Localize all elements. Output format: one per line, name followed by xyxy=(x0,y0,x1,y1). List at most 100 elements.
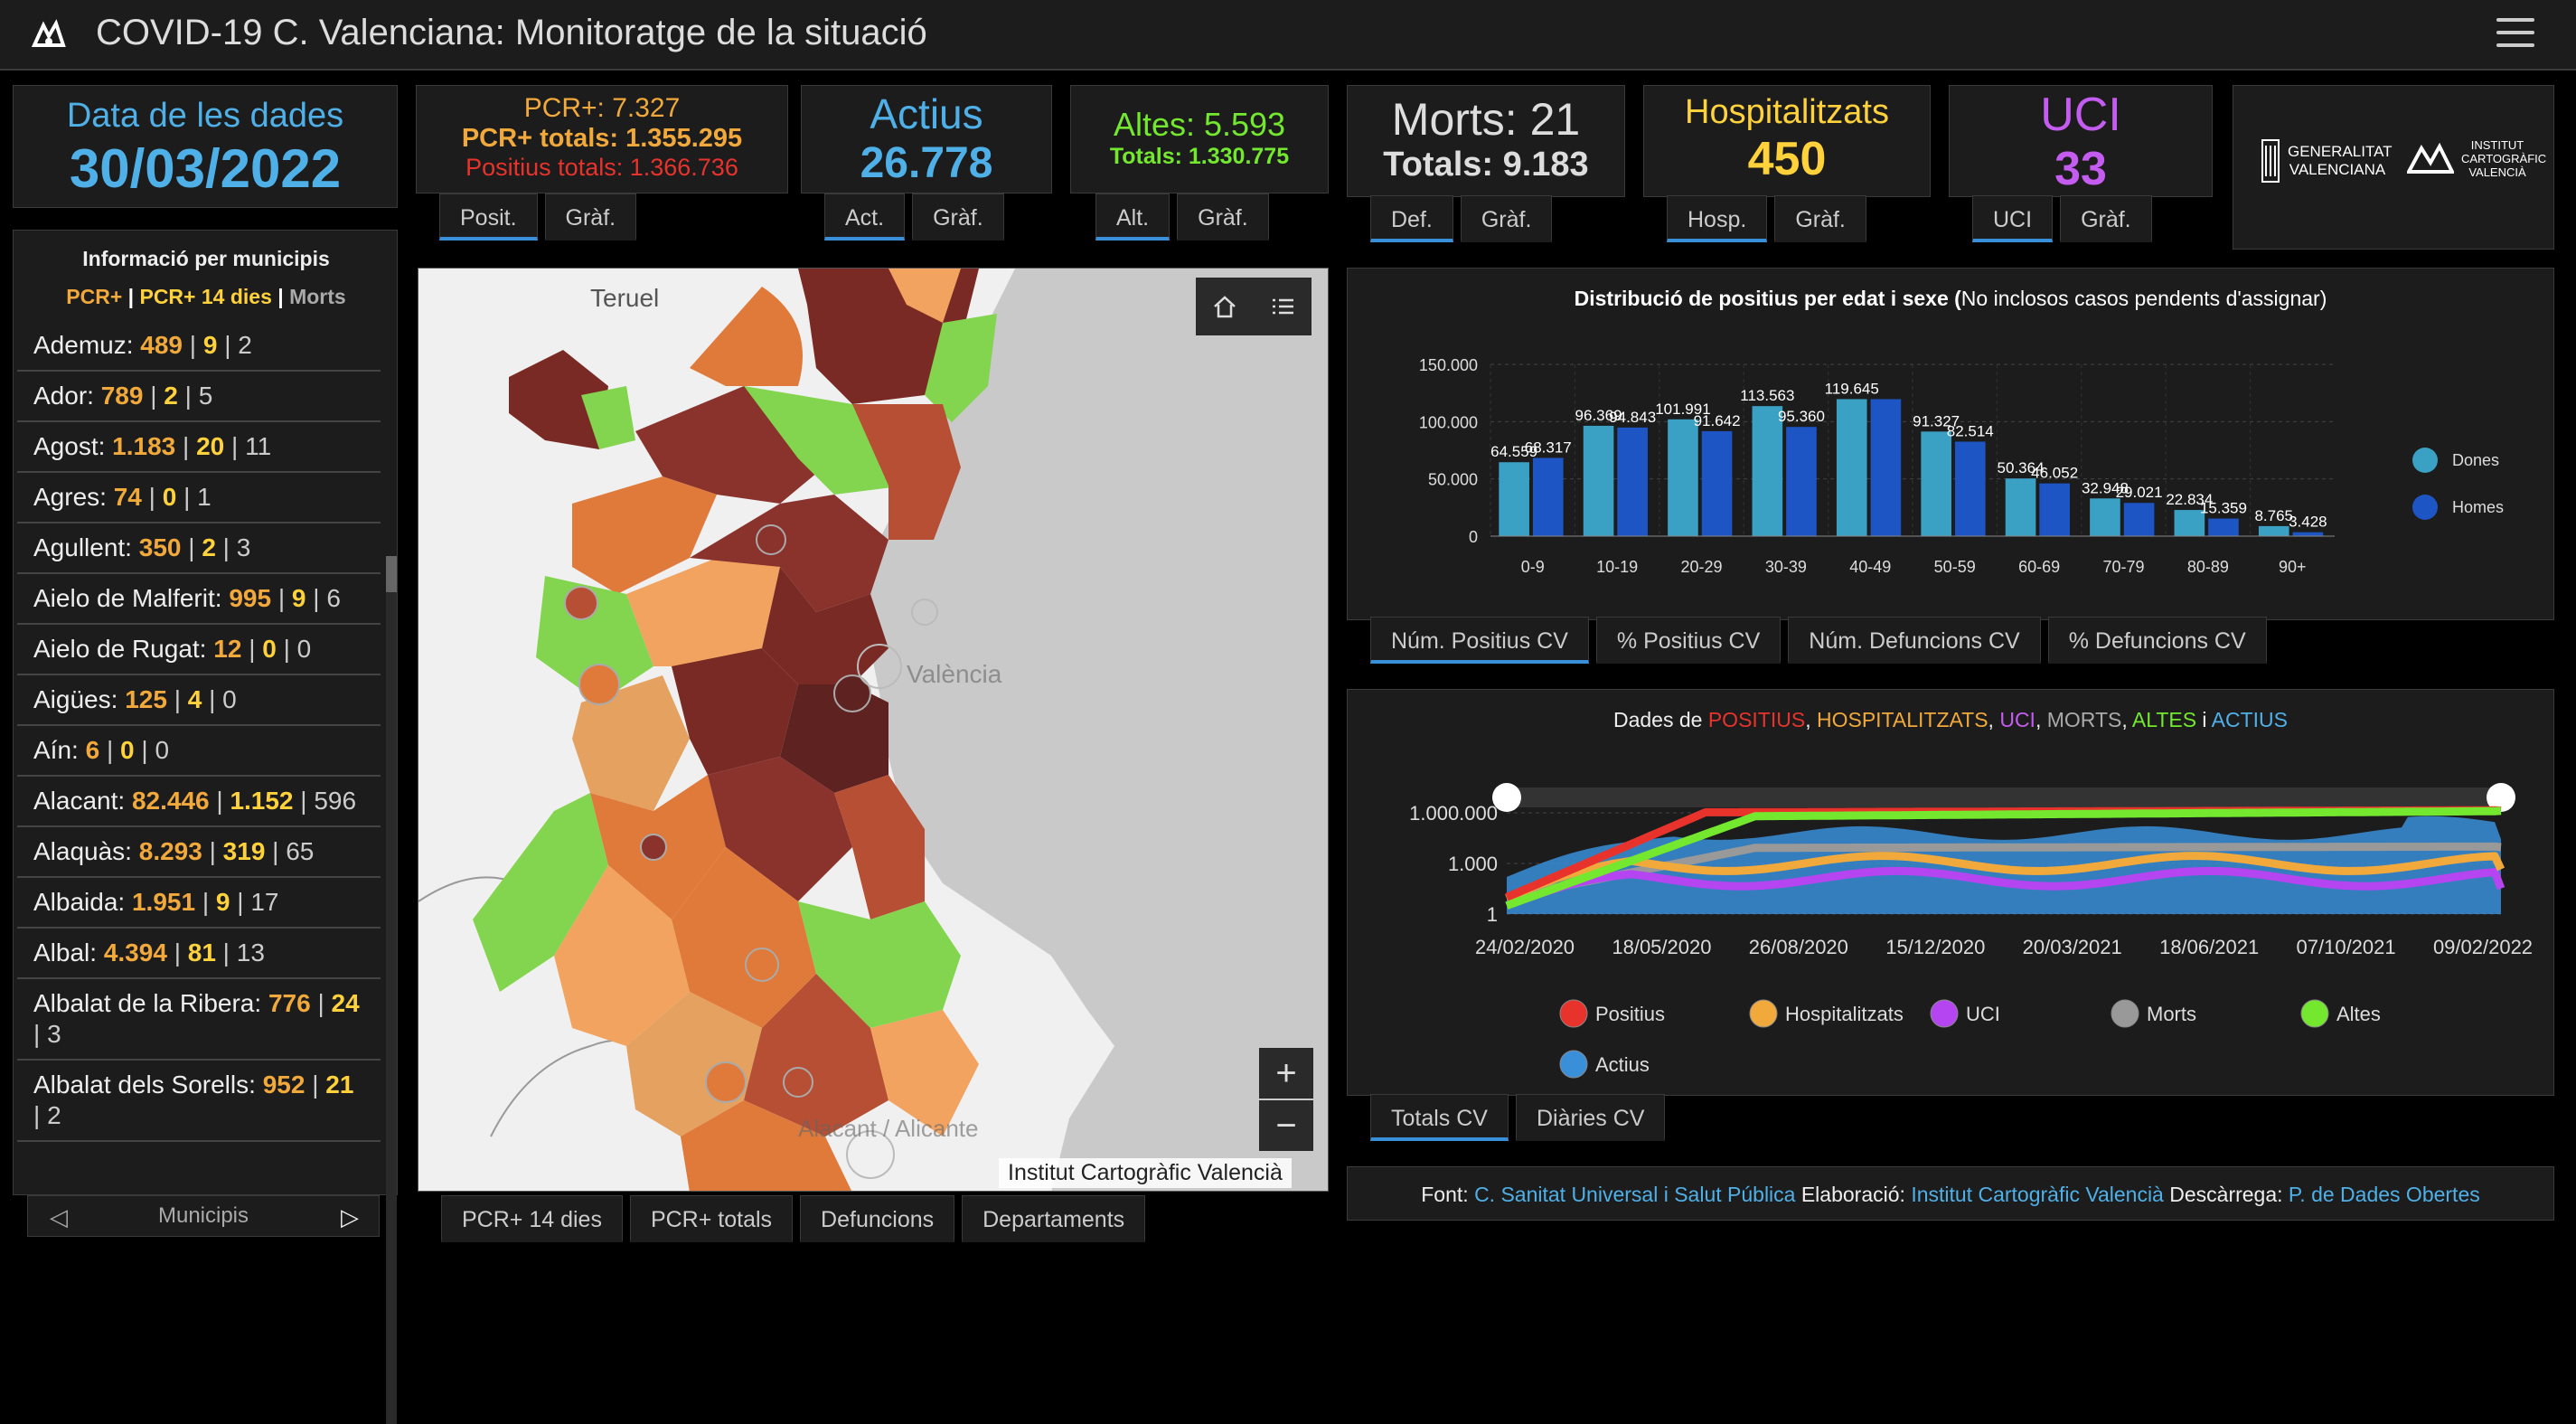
zoom-in-button[interactable]: + xyxy=(1259,1048,1313,1099)
tab-posit[interactable]: Posit. xyxy=(439,193,538,240)
tab-departaments[interactable]: Departaments xyxy=(962,1195,1146,1242)
tab-morts-graf[interactable]: Gràf. xyxy=(1460,195,1553,242)
legend-label-homes: Homes xyxy=(2452,498,2504,516)
timeseries-title: Dades de POSITIUS, HOSPITALITZATS, UCI, … xyxy=(1612,708,2289,731)
x-tick-label: 09/02/2022 xyxy=(2433,936,2533,958)
x-tick-label: 07/10/2021 xyxy=(2297,936,2396,958)
legend-morts: Morts xyxy=(289,285,346,308)
data-label: 64.559 xyxy=(1490,443,1537,460)
x-tick-label: 90+ xyxy=(2279,558,2307,576)
bar-dones xyxy=(2258,525,2289,536)
legend-pcr: PCR+ xyxy=(66,285,123,308)
gva-logo-text: GENERALITAT VALENCIANA xyxy=(2288,143,2393,178)
list-item[interactable]: Albalat de la Ribera: 776 | 24 | 3 xyxy=(17,979,381,1061)
tab-def[interactable]: Def. xyxy=(1370,195,1453,242)
tab-pcr14[interactable]: PCR+ 14 dies xyxy=(441,1195,623,1242)
list-item[interactable]: Alacant: 82.446 | 1.152 | 596 xyxy=(17,777,381,827)
hamburger-menu-icon[interactable] xyxy=(2496,18,2534,49)
layer-list-icon[interactable] xyxy=(1269,293,1296,320)
bar-dones xyxy=(1499,462,1529,536)
map-label-valencia: València xyxy=(907,660,1002,688)
x-tick-label: 60-69 xyxy=(2018,558,2060,576)
map-label-alacant: Alacant / Alicante xyxy=(798,1115,978,1142)
home-icon[interactable] xyxy=(1211,293,1238,320)
map-view[interactable]: Teruel València Alacant / Alicante + − I… xyxy=(418,268,1329,1192)
x-tick-label: 26/08/2020 xyxy=(1749,936,1848,958)
x-tick-label: 18/06/2021 xyxy=(2159,936,2259,958)
legend-label-dones: Dones xyxy=(2452,451,2499,469)
uci-value: 33 xyxy=(2054,143,2107,195)
tab-actius-graf[interactable]: Gràf. xyxy=(912,193,1004,240)
list-item[interactable]: Alaquàs: 8.293 | 319 | 65 xyxy=(17,827,381,878)
tab-pcr-graf[interactable]: Gràf. xyxy=(544,193,637,240)
data-label: 91.327 xyxy=(1913,412,1960,429)
tab-hosp-graf[interactable]: Gràf. xyxy=(1774,195,1866,242)
legend-marker-altes xyxy=(2300,999,2329,1028)
tab-pcr-totals[interactable]: PCR+ totals xyxy=(629,1195,794,1242)
list-item[interactable]: Agres: 74 | 0 | 1 xyxy=(17,473,381,523)
sidebar-scrollbar[interactable] xyxy=(386,556,397,1424)
x-tick-label: 0-9 xyxy=(1521,558,1545,576)
icv-logo-text: INSTITUT CARTOGRÀFIC VALENCIÀ xyxy=(2461,138,2547,179)
bar-homes xyxy=(2039,483,2070,536)
list-item[interactable]: Albaida: 1.951 | 9 | 17 xyxy=(17,878,381,929)
tab-num-defuncions[interactable]: Núm. Defuncions CV xyxy=(1788,617,2041,664)
list-item[interactable]: Ador: 789 | 2 | 5 xyxy=(17,372,381,422)
tab-alt[interactable]: Alt. xyxy=(1095,193,1170,240)
next-arrow-icon[interactable]: ▷ xyxy=(341,1203,359,1231)
tab-act[interactable]: Act. xyxy=(824,193,906,240)
tab-uci-graf[interactable]: Gràf. xyxy=(2060,195,2152,242)
list-item[interactable]: Aielo de Malferit: 995 | 9 | 6 xyxy=(17,574,381,625)
prev-arrow-icon[interactable]: ◁ xyxy=(50,1203,68,1231)
data-label: 22.834 xyxy=(2166,491,2213,508)
list-item[interactable]: Aín: 6 | 0 | 0 xyxy=(17,726,381,777)
icv-mountain-icon xyxy=(2407,142,2454,174)
hosp-value: 450 xyxy=(1747,133,1827,185)
legend-label-positius: Positius xyxy=(1595,1003,1665,1025)
zoom-out-button[interactable]: − xyxy=(1259,1100,1313,1151)
choropleth-map[interactable]: Teruel València Alacant / Alicante xyxy=(418,269,1329,1192)
data-label: 68.317 xyxy=(1525,439,1572,456)
x-tick-label: 30-39 xyxy=(1765,558,1807,576)
tab-hosp[interactable]: Hosp. xyxy=(1667,195,1768,242)
actius-card-tabs: Act. Gràf. xyxy=(824,193,1004,240)
morts-card-tabs: Def. Gràf. xyxy=(1370,195,1553,242)
list-item[interactable]: Agullent: 350 | 2 | 3 xyxy=(17,523,381,574)
tab-num-positius[interactable]: Núm. Positius CV xyxy=(1370,617,1589,664)
legend-marker-positius xyxy=(1559,999,1588,1028)
tab-pct-defuncions[interactable]: % Defuncions CV xyxy=(2047,617,2267,664)
y-tick-label: 150.000 xyxy=(1419,356,1478,374)
list-item[interactable]: Aielo de Rugat: 12 | 0 | 0 xyxy=(17,625,381,675)
tab-pct-positius[interactable]: % Positius CV xyxy=(1595,617,1782,664)
tab-altes-graf[interactable]: Gràf. xyxy=(1177,193,1269,240)
series-line-uci xyxy=(1505,866,2505,910)
altes-daily: Altes: 5.593 xyxy=(1113,106,1286,143)
list-item[interactable]: Albalat dels Sorells: 952 | 21 | 2 xyxy=(17,1061,381,1142)
list-item[interactable]: Albal: 4.394 | 81 | 13 xyxy=(17,929,381,979)
data-label: 46.052 xyxy=(2031,465,2078,482)
list-item[interactable]: Agost: 1.183 | 20 | 11 xyxy=(17,422,381,473)
link-icv[interactable]: Institut Cartogràfic Valencià xyxy=(1911,1183,2164,1206)
tab-diaries-cv[interactable]: Diàries CV xyxy=(1515,1094,1666,1141)
x-tick-label: 24/02/2020 xyxy=(1475,936,1575,958)
municipality-list: Ademuz: 489 | 9 | 2 Ador: 789 | 2 | 5 Agos… xyxy=(17,321,381,1142)
link-sanitat[interactable]: C. Sanitat Universal i Salut Pública xyxy=(1474,1183,1796,1206)
municipality-sidebar: Informació per municipis PCR+ | PCR+ 14 … xyxy=(13,230,398,1424)
list-item[interactable]: Aigües: 125 | 4 | 0 xyxy=(17,675,381,726)
tab-uci[interactable]: UCI xyxy=(1972,195,2054,242)
tab-defuncions[interactable]: Defuncions xyxy=(800,1195,955,1242)
morts-daily: Morts: 21 xyxy=(1391,94,1581,145)
tab-totals-cv[interactable]: Totals CV xyxy=(1370,1094,1509,1141)
legend-label-hospitalitzats: Hospitalitzats xyxy=(1785,1003,1904,1025)
age-chart-tabs: Núm. Positius CV % Positius CV Núm. Defu… xyxy=(1370,617,2267,664)
data-label: 32.948 xyxy=(2082,479,2129,496)
x-tick-label: 40-49 xyxy=(1849,558,1891,576)
link-dades-obertes[interactable]: P. de Dades Obertes xyxy=(2288,1183,2480,1206)
uci-label: UCI xyxy=(2040,89,2121,141)
bar-homes xyxy=(1701,430,1733,536)
list-item[interactable]: Ademuz: 489 | 9 | 2 xyxy=(17,321,381,372)
uci-card-tabs: UCI Gràf. xyxy=(1972,195,2152,242)
altes-card-tabs: Alt. Gràf. xyxy=(1095,193,1269,240)
timeseries-chart-panel: Dades de POSITIUS, HOSPITALITZATS, UCI, … xyxy=(1347,689,2554,1096)
